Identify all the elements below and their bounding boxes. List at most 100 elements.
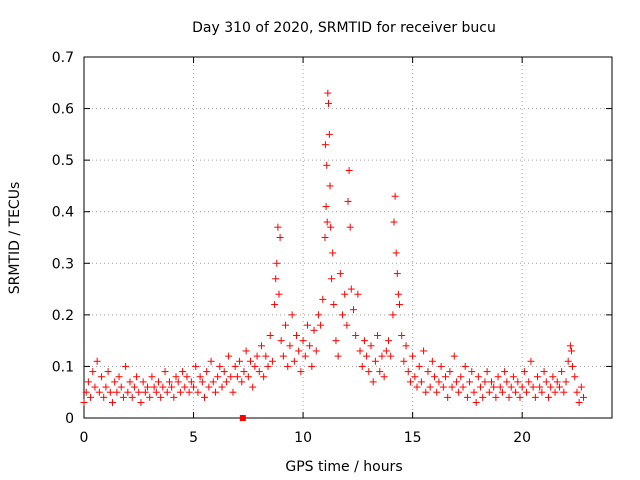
data-point xyxy=(516,393,524,401)
x-tick-label: 15 xyxy=(404,430,422,446)
x-tick-label: 20 xyxy=(513,430,531,446)
data-point xyxy=(507,383,515,391)
data-point xyxy=(485,388,493,396)
data-point xyxy=(310,326,318,334)
data-point xyxy=(402,342,410,350)
data-point xyxy=(266,331,274,339)
data-point xyxy=(492,393,500,401)
data-point xyxy=(336,270,344,278)
data-point xyxy=(251,362,259,370)
data-point xyxy=(542,378,550,386)
data-point xyxy=(466,378,474,386)
data-point xyxy=(481,378,489,386)
data-point xyxy=(394,290,402,298)
grid-lines xyxy=(84,57,612,418)
data-point xyxy=(240,368,248,376)
data-point xyxy=(106,388,114,396)
data-point xyxy=(139,378,147,386)
data-point xyxy=(472,399,480,407)
data-point xyxy=(113,388,121,396)
data-point xyxy=(317,321,325,329)
data-point xyxy=(479,393,487,401)
data-point xyxy=(483,368,491,376)
data-point xyxy=(284,362,292,370)
data-point xyxy=(371,357,379,365)
data-point xyxy=(562,378,570,386)
data-point xyxy=(330,301,338,309)
data-point xyxy=(297,368,305,376)
data-point xyxy=(190,383,198,391)
data-point xyxy=(194,388,202,396)
data-point xyxy=(288,311,296,319)
data-point xyxy=(249,383,257,391)
data-point xyxy=(431,373,439,381)
data-point xyxy=(179,368,187,376)
x-axis-ticks: 0 5 10 15 20 xyxy=(80,57,531,446)
y-tick-label: 0.6 xyxy=(52,102,74,118)
data-point xyxy=(448,383,456,391)
data-point xyxy=(211,388,219,396)
data-point xyxy=(264,362,272,370)
data-point xyxy=(389,311,397,319)
data-point xyxy=(547,383,555,391)
data-point xyxy=(385,337,393,345)
data-point xyxy=(347,285,355,293)
data-point xyxy=(417,378,425,386)
data-point xyxy=(398,331,406,339)
data-point xyxy=(439,383,447,391)
data-point xyxy=(293,331,301,339)
data-point xyxy=(518,383,526,391)
data-point xyxy=(301,352,309,360)
data-point xyxy=(496,383,504,391)
data-point xyxy=(463,393,471,401)
data-point xyxy=(207,357,215,365)
data-point xyxy=(196,373,204,381)
data-point xyxy=(135,388,143,396)
data-point xyxy=(319,295,327,303)
data-point xyxy=(461,362,469,370)
data-point xyxy=(161,368,169,376)
data-point xyxy=(523,388,531,396)
data-point xyxy=(413,383,421,391)
data-point xyxy=(274,223,282,231)
data-point xyxy=(534,373,542,381)
data-point xyxy=(422,388,430,396)
x-tick-label: 10 xyxy=(294,430,312,446)
data-point xyxy=(144,383,152,391)
data-point xyxy=(455,388,463,396)
data-point xyxy=(378,352,386,360)
data-point xyxy=(369,378,377,386)
data-point xyxy=(391,192,399,200)
data-point xyxy=(501,368,509,376)
data-point xyxy=(393,270,401,278)
data-point xyxy=(165,378,173,386)
data-point xyxy=(459,383,467,391)
y-tick-label: 0.3 xyxy=(52,256,74,272)
data-point xyxy=(231,362,239,370)
data-point xyxy=(503,378,511,386)
data-point xyxy=(380,373,388,381)
data-point xyxy=(242,347,250,355)
data-point xyxy=(437,362,445,370)
data-point xyxy=(392,249,400,257)
data-point xyxy=(150,383,158,391)
data-point xyxy=(564,357,572,365)
data-point xyxy=(111,378,119,386)
data-point xyxy=(345,166,353,174)
data-point xyxy=(571,373,579,381)
data-point xyxy=(157,393,165,401)
data-point xyxy=(426,383,434,391)
data-point xyxy=(115,373,123,381)
data-point xyxy=(229,388,237,396)
data-point xyxy=(183,373,191,381)
data-point xyxy=(108,399,116,407)
x-tick-label: 0 xyxy=(80,430,89,446)
data-point xyxy=(498,388,506,396)
data-point xyxy=(324,89,332,97)
data-point xyxy=(290,357,298,365)
data-point xyxy=(367,342,375,350)
data-point xyxy=(538,388,546,396)
data-point xyxy=(514,378,522,386)
data-point xyxy=(577,383,585,391)
